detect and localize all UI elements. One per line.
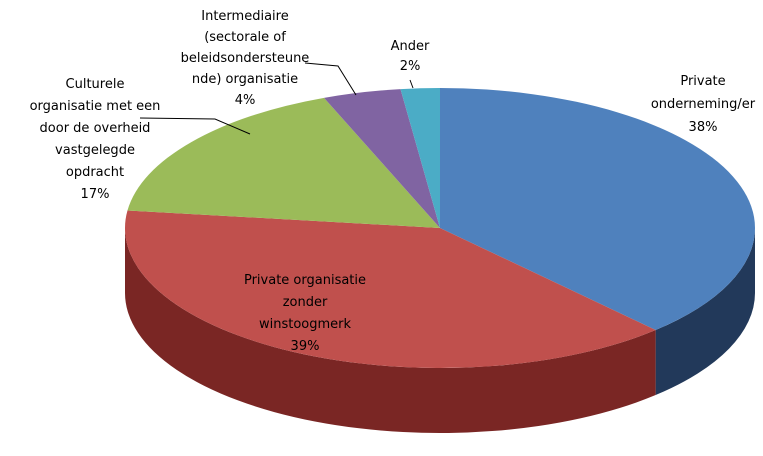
pie-slice bbox=[400, 88, 440, 228]
value-label: 38% bbox=[689, 120, 718, 135]
value-label: 4% bbox=[235, 93, 256, 108]
pie-slice bbox=[324, 89, 440, 228]
slice-label: Culturele organisatie met een door de over… bbox=[30, 77, 161, 180]
pie-side bbox=[655, 228, 755, 396]
leader-line bbox=[409, 79, 414, 89]
slice-label: Intermediaire (sectorale of beleidsonderst… bbox=[181, 9, 310, 87]
pie-side bbox=[124, 228, 656, 433]
leader-line bbox=[304, 62, 357, 96]
pie-walls bbox=[124, 228, 755, 433]
leader-line bbox=[139, 117, 251, 135]
value-label: 39% bbox=[291, 339, 320, 354]
pie-slice bbox=[125, 210, 656, 369]
slice-label: Ander bbox=[391, 39, 430, 54]
pie-slice bbox=[127, 97, 440, 228]
pie-slice bbox=[440, 88, 756, 331]
value-label: 17% bbox=[81, 187, 110, 202]
labels: Private onderneming/er 38% Private organisa… bbox=[30, 9, 756, 354]
slice-label: Private onderneming/er bbox=[651, 74, 756, 112]
slice-label: Private organisatie zonder winstoogmerk bbox=[244, 273, 366, 332]
pie-tops bbox=[125, 88, 756, 369]
value-label: 2% bbox=[400, 59, 421, 74]
